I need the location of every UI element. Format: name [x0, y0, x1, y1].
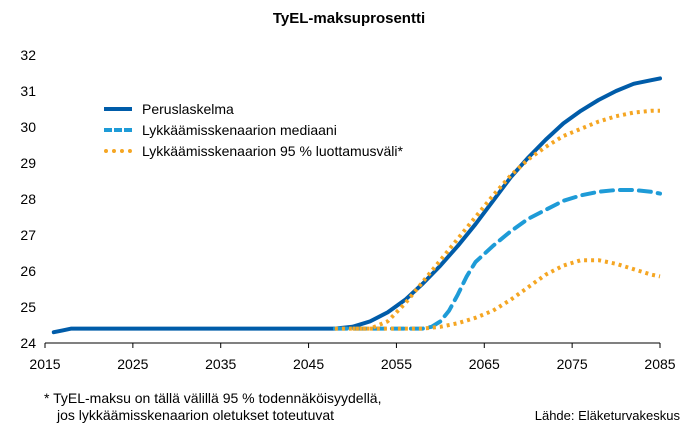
legend-label: Lykkäämisskenaarion 95 % luottamusväli* [142, 142, 403, 159]
y-tick-label: 28 [20, 191, 36, 207]
legend-swatch-solid [104, 106, 132, 111]
series-line-0 [51, 76, 662, 335]
y-tick-label: 27 [20, 227, 36, 243]
x-tick-label: 2015 [29, 356, 60, 372]
legend-item-peruslaskelma: Peruslaskelma [104, 98, 403, 119]
series-line-1 [332, 188, 662, 331]
chart-footnote: * TyEL-maksu on tällä välillä 95 % toden… [44, 390, 381, 424]
y-tick-label: 25 [20, 299, 36, 315]
legend-item-median: Lykkäämisskenaarion mediaani [104, 119, 403, 140]
y-tick-label: 30 [20, 119, 36, 135]
chart-legend: Peruslaskelma Lykkäämisskenaarion mediaa… [104, 98, 403, 161]
x-tick-label: 2075 [557, 356, 588, 372]
footnote-line-1: * TyEL-maksu on tällä välillä 95 % toden… [44, 390, 382, 406]
legend-swatch-dashed [104, 127, 132, 132]
y-tick-label: 29 [20, 155, 36, 171]
footnote-line-2: jos lykkäämisskenaarion oletukset toteut… [57, 407, 335, 423]
series-line-3 [334, 258, 661, 331]
y-tick-label: 26 [20, 263, 36, 279]
x-tick-label: 2035 [205, 356, 236, 372]
chart-source: Lähde: Eläketurvakeskus [534, 408, 680, 423]
x-tick-label: 2085 [644, 356, 675, 372]
x-tick-label: 2025 [117, 356, 148, 372]
legend-item-confidence: Lykkäämisskenaarion 95 % luottamusväli* [104, 140, 403, 161]
y-tick-label: 24 [20, 335, 36, 351]
y-tick-label: 31 [20, 83, 36, 99]
chart-title: TyEL-maksuprosentti [272, 10, 426, 27]
x-tick-label: 2055 [381, 356, 412, 372]
legend-label: Peruslaskelma [142, 100, 234, 117]
chart-series [51, 76, 662, 335]
legend-swatch-dotted [104, 148, 132, 153]
x-tick-label: 2065 [469, 356, 500, 372]
chart-axes: 2015 2025 2035 2045 2055 2065 2075 2085 24 25 26 27… [20, 47, 675, 372]
legend-label: Lykkäämisskenaarion mediaani [142, 121, 337, 138]
x-tick-label: 2045 [293, 356, 324, 372]
y-tick-label: 32 [20, 47, 36, 63]
